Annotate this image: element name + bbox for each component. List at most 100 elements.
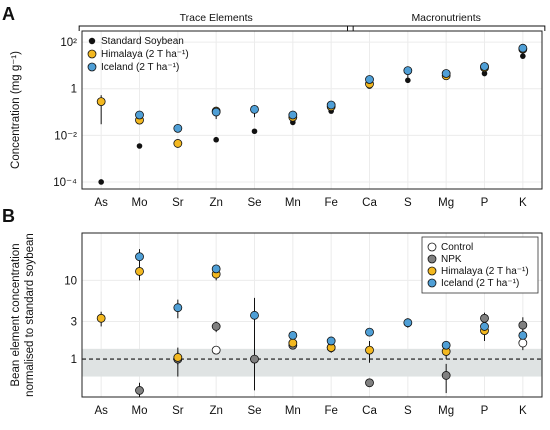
panel-b-frame — [81, 232, 543, 398]
panel-b-letter: B — [2, 206, 15, 226]
a-point-2-Zn — [211, 107, 221, 117]
bracket-trace-elements — [78, 25, 354, 31]
panel-b: B 1 3 10 As Mo Sr Zn Se Mn Fe Ca S Mg P K Bean elemen… — [2, 206, 543, 417]
a-point-2-Mg — [441, 69, 451, 78]
a-y-tick-0: 10⁻⁴ — [53, 177, 77, 189]
legend-a-iceland-marker — [87, 62, 97, 72]
panel-a-letter: A — [2, 4, 15, 24]
a-point-2-Mn — [288, 110, 298, 120]
legend-b-himalaya-marker — [427, 266, 437, 276]
a-point-0-Se — [251, 128, 258, 135]
legend-a-standard-label: Standard Soybean — [101, 36, 184, 47]
a-point-0-K — [520, 53, 526, 59]
a-point-0-As — [98, 179, 104, 185]
a-y-tick-2: 1 — [71, 84, 77, 96]
b-point-1-Zn — [211, 322, 221, 331]
a-point-0-Zn — [213, 136, 219, 143]
b-x-tick-Mo: Mo — [132, 405, 148, 417]
b-point-2-Ca — [365, 345, 374, 355]
b-point-2-Mn — [288, 338, 298, 348]
a-point-2-S — [403, 66, 413, 76]
a-x-tick-As: As — [94, 197, 108, 209]
reference-band — [82, 348, 542, 377]
legend-b-iceland-marker — [427, 278, 437, 288]
a-point-0-Mo — [136, 143, 143, 149]
b-x-tick-Mg: Mg — [438, 405, 454, 417]
legend-a-himalaya-marker — [87, 49, 97, 59]
b-point-3-Ca — [365, 327, 374, 337]
legend-b-himalaya-label: Himalaya (2 T ha⁻¹) — [441, 266, 529, 277]
a-point-2-Ca — [365, 75, 374, 84]
legend-b-control-marker — [427, 242, 437, 252]
panel-b-marks — [96, 249, 528, 397]
b-x-tick-S: S — [404, 405, 412, 417]
legend-b-iceland-label: Iceland (2 T ha⁻¹) — [441, 278, 519, 289]
b-x-tick-Mn: Mn — [285, 405, 301, 417]
panel-b-legend: Control NPK Himalaya (2 T ha⁻¹) Iceland … — [421, 236, 539, 294]
panel-a-marks — [96, 43, 528, 185]
a-point-2-Fe — [326, 100, 336, 110]
b-point-3-Mo — [135, 252, 144, 262]
a-x-tick-Mg: Mg — [438, 197, 454, 209]
b-y-tick-2: 10 — [64, 275, 77, 287]
group-label-macronutrients: Macronutrients — [411, 12, 480, 24]
b-x-tick-As: As — [94, 405, 108, 417]
b-point-1-K — [518, 320, 528, 330]
a-x-tick-Se: Se — [247, 197, 261, 209]
b-point-1-Ca — [365, 378, 374, 388]
b-point-2-Mo — [135, 267, 144, 276]
b-point-1-P — [480, 313, 489, 323]
a-x-tick-S: S — [404, 197, 412, 209]
panel-b-y-ticks: 1 3 10 — [64, 275, 77, 366]
panel-a-frame — [81, 30, 543, 190]
b-point-1-Mo — [135, 386, 144, 395]
b-x-tick-Sr: Sr — [172, 405, 184, 417]
a-y-tick-1: 10⁻² — [54, 130, 77, 142]
panel-b-y-axis-label-line1: Bean element concentration — [10, 243, 22, 386]
panel-b-x-ticks: As Mo Sr Zn Se Mn Fe Ca S Mg P K — [94, 405, 527, 417]
a-x-tick-Mn: Mn — [285, 197, 301, 209]
a-x-tick-Zn: Zn — [209, 197, 222, 209]
b-point-3-Mn — [288, 331, 298, 340]
a-x-tick-K: K — [519, 197, 527, 209]
a-point-2-K — [518, 43, 528, 53]
a-y-tick-3: 10² — [60, 37, 77, 49]
a-point-0-S — [405, 77, 411, 84]
b-point-0-K — [518, 338, 528, 348]
b-point-3-Fe — [326, 336, 336, 346]
a-x-tick-Mo: Mo — [132, 197, 148, 209]
a-point-1-Sr — [173, 139, 183, 148]
legend-b-npk-marker — [427, 254, 437, 264]
b-point-3-Mg — [441, 340, 451, 350]
b-y-tick-1: 3 — [71, 317, 77, 329]
a-point-2-Sr — [173, 123, 183, 133]
b-x-tick-Zn: Zn — [209, 405, 222, 417]
bracket-macronutrients — [347, 25, 546, 31]
panel-a-y-axis-label: Concentration (mg g⁻¹) — [10, 51, 22, 169]
panel-a-y-ticks: 10⁻⁴ 10⁻² 1 10² — [53, 37, 77, 189]
a-x-tick-P: P — [481, 197, 489, 209]
b-y-tick-0: 1 — [71, 354, 77, 366]
b-x-tick-Fe: Fe — [324, 405, 337, 417]
b-point-3-Zn — [211, 264, 221, 274]
b-point-1-Mg — [441, 371, 451, 380]
a-x-tick-Sr: Sr — [172, 197, 184, 209]
a-point-2-Se — [250, 104, 259, 114]
legend-a-iceland-label: Iceland (2 T ha⁻¹) — [101, 62, 179, 73]
panel-a-legend: Standard Soybean Himalaya (2 T ha⁻¹) Ice… — [87, 36, 189, 73]
panel-a: A Trace Elements Macronutrients 10⁻⁴ 10⁻²… — [2, 4, 546, 209]
b-x-tick-Ca: Ca — [362, 405, 377, 417]
b-x-tick-P: P — [481, 405, 489, 417]
b-point-2-As — [96, 313, 106, 323]
a-point-0-P — [481, 70, 488, 77]
a-point-2-P — [480, 62, 489, 71]
b-x-tick-Se: Se — [247, 405, 261, 417]
b-point-3-Se — [250, 310, 259, 320]
a-point-2-Mo — [135, 110, 144, 120]
a-x-tick-Ca: Ca — [362, 197, 377, 209]
group-label-trace-elements: Trace Elements — [180, 12, 253, 24]
b-x-tick-K: K — [519, 405, 527, 417]
b-point-3-Sr — [173, 303, 183, 313]
legend-a-himalaya-label: Himalaya (2 T ha⁻¹) — [101, 49, 189, 60]
